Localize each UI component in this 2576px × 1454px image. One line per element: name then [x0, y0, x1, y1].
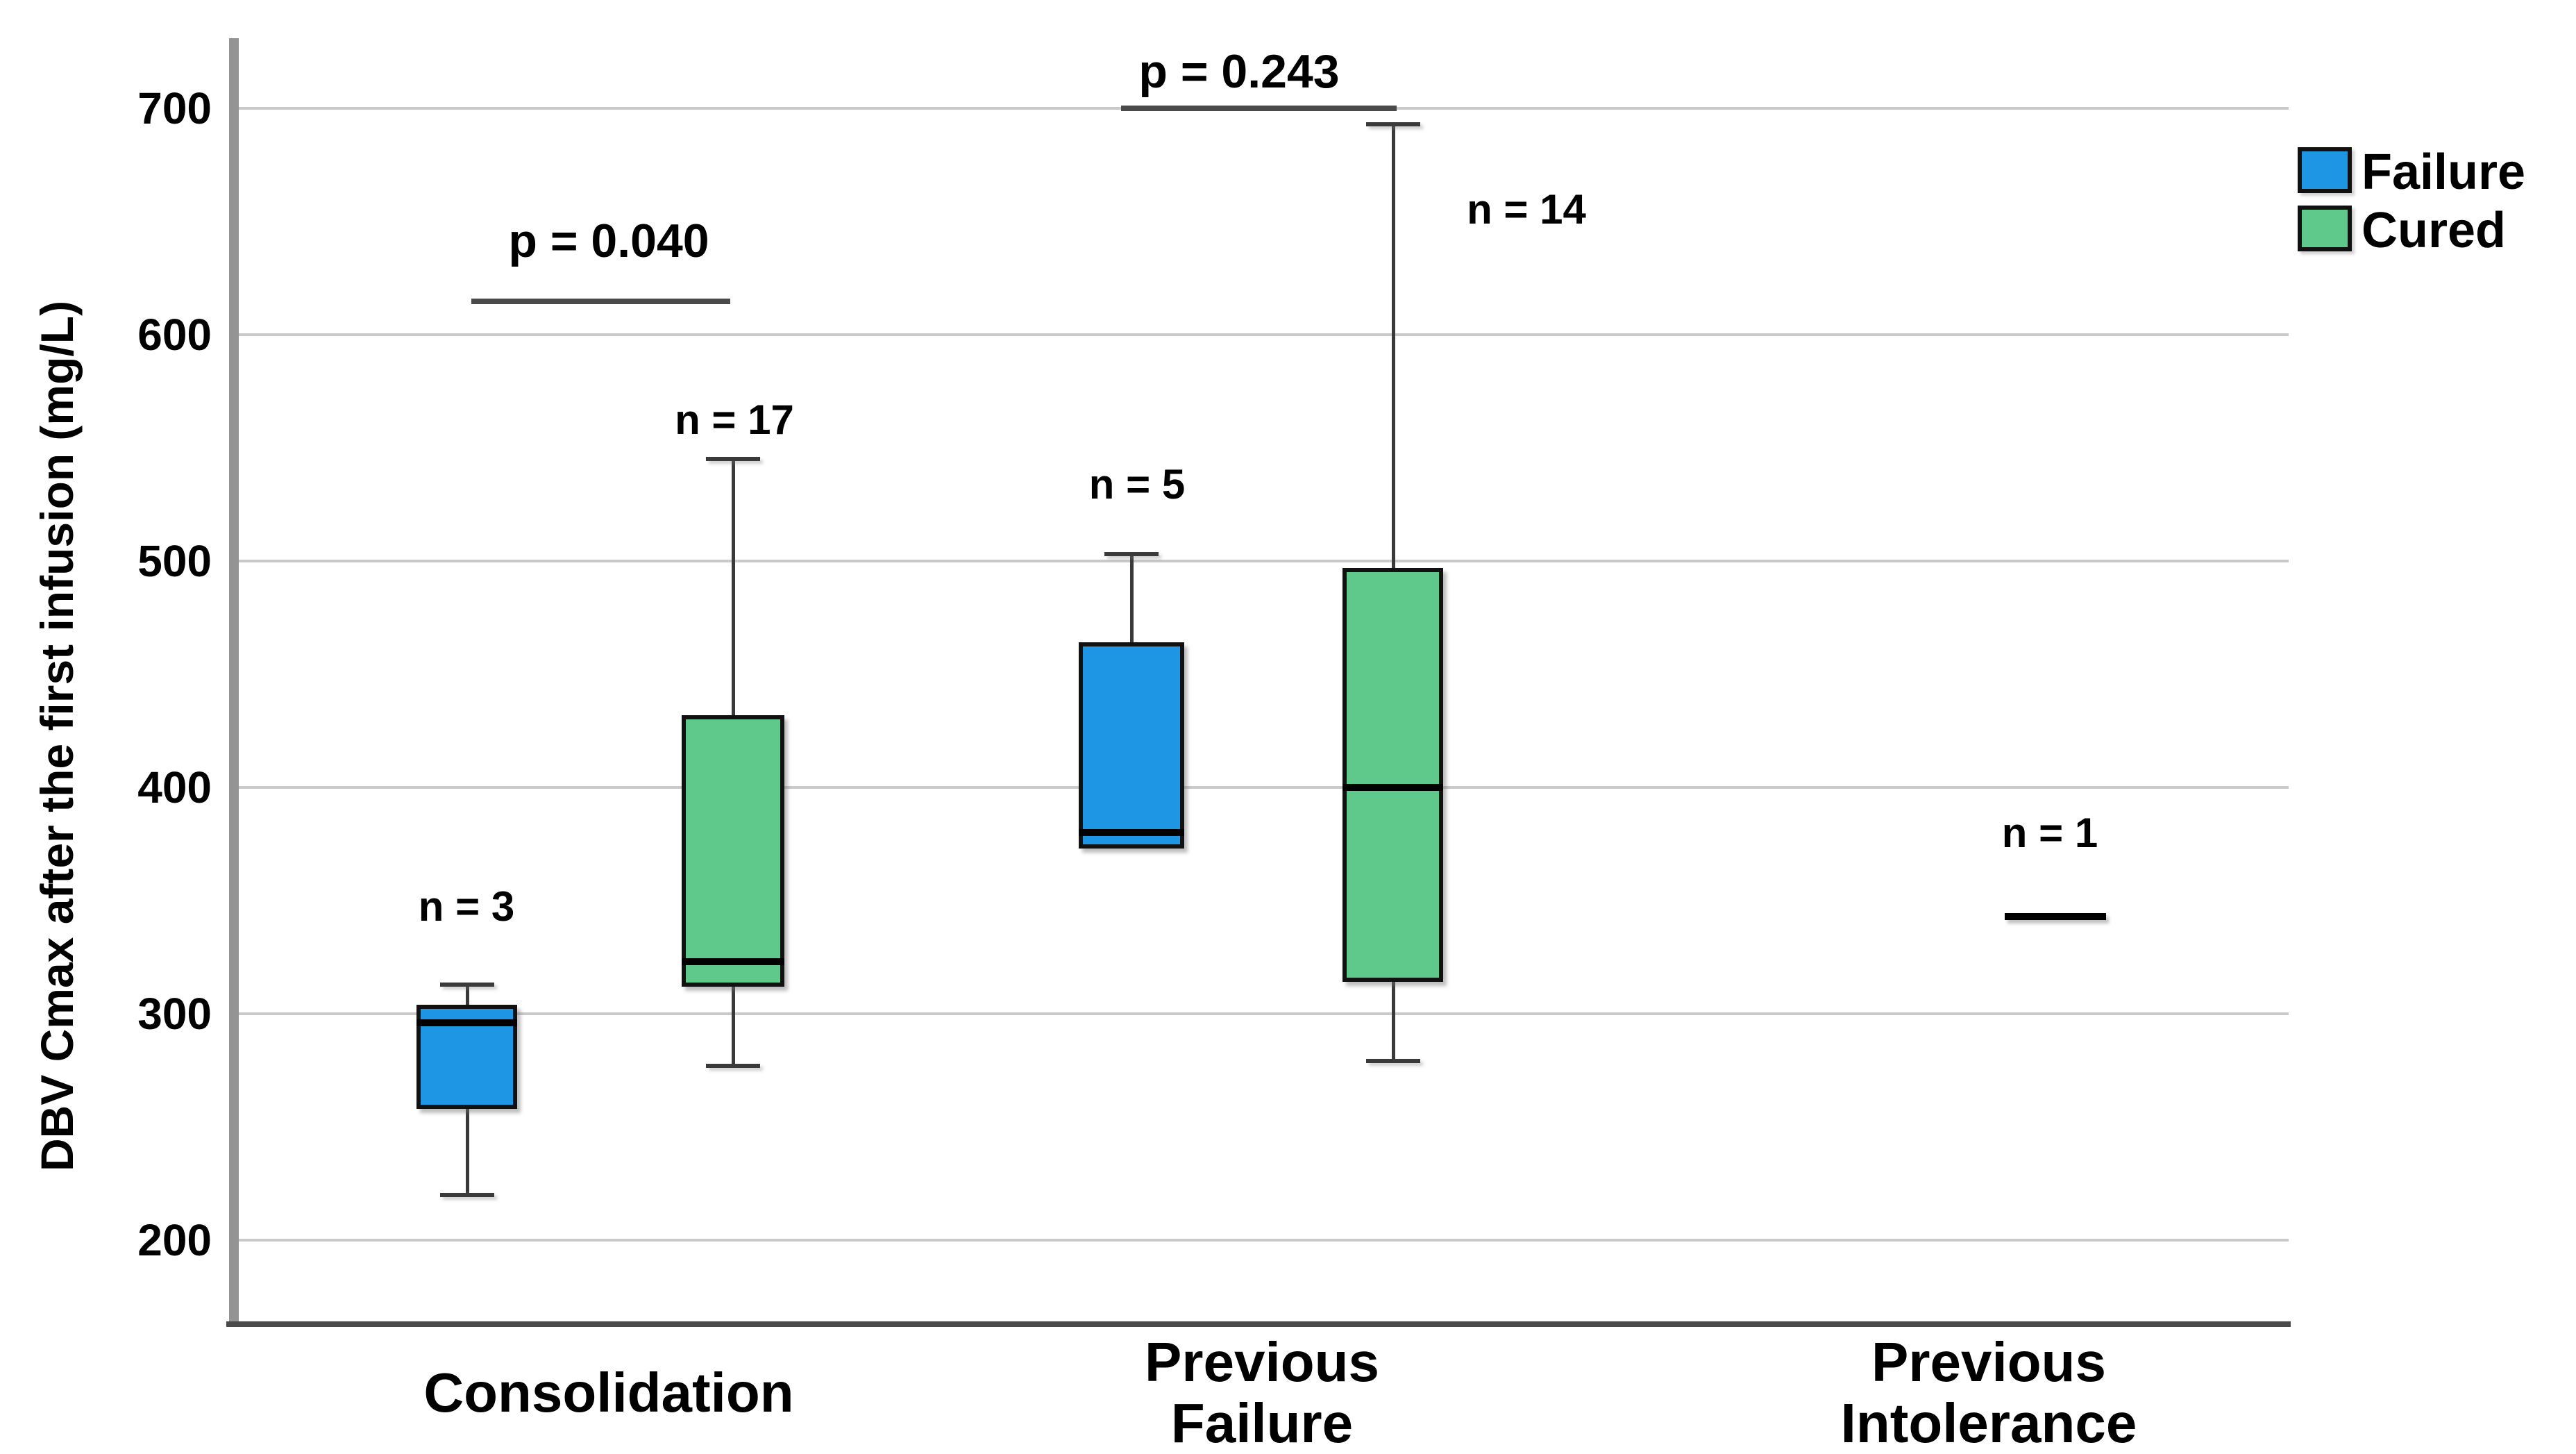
median-line-previous-intolerance-cured: [2005, 912, 2106, 920]
gridline-400: [239, 786, 2289, 789]
upper-whisker-consolidation-failure: [465, 984, 469, 1005]
legend-swatch-failure: [2298, 147, 2352, 193]
gridline-600: [239, 333, 2289, 336]
lower-whisker-consolidation-failure: [465, 1108, 469, 1195]
lower-whisker-previous-failure-cured: [1391, 982, 1395, 1062]
n-label-previous-failure-failure: n = 5: [1088, 461, 1186, 508]
x-label-consolidation-line1: Consolidation: [423, 1362, 794, 1423]
lower-whisker-cap-previous-failure-cured: [1365, 1059, 1420, 1064]
x-label-previous-intolerance-line2: Intolerance: [1840, 1392, 2137, 1454]
n-label-previous-intolerance-cured: n = 1: [2001, 810, 2098, 856]
y-tick-500: 500: [137, 536, 212, 586]
upper-whisker-cap-consolidation-failure: [439, 982, 494, 987]
upper-whisker-previous-failure-failure: [1130, 554, 1134, 643]
n-label-consolidation-cured: n = 17: [675, 396, 794, 443]
upper-whisker-cap-previous-failure-failure: [1104, 552, 1159, 557]
lower-whisker-cap-consolidation-failure: [439, 1192, 494, 1197]
median-line-previous-failure-cured: [1342, 784, 1443, 791]
median-line-previous-failure-failure: [1079, 829, 1184, 837]
box-consolidation-cured: [682, 715, 784, 987]
p-label-consolidation: p = 0.040: [508, 215, 709, 267]
legend-label-cured: Cured: [2362, 203, 2507, 258]
n-label-previous-failure-cured: n = 14: [1467, 186, 1586, 233]
x-label-previous-failure-line2: Failure: [1170, 1392, 1354, 1454]
upper-whisker-previous-failure-cured: [1391, 124, 1395, 568]
box-previous-failure-failure: [1079, 642, 1184, 849]
gridline-500: [239, 560, 2289, 562]
lower-whisker-consolidation-cured: [732, 986, 735, 1066]
gridline-300: [239, 1012, 2289, 1015]
legend-label-failure: Failure: [2362, 144, 2526, 200]
lower-whisker-cap-consolidation-cured: [706, 1063, 760, 1068]
median-line-consolidation-failure: [416, 1019, 517, 1027]
x-axis-line: [226, 1321, 2291, 1327]
y-tick-200: 200: [137, 1215, 212, 1265]
y-tick-300: 300: [137, 989, 212, 1039]
gridline-200: [239, 1239, 2289, 1242]
p-label-previous-failure: p = 0.243: [1138, 45, 1340, 98]
y-axis-line: [229, 38, 239, 1327]
y-tick-400: 400: [137, 762, 212, 812]
n-label-consolidation-failure: n = 3: [418, 883, 515, 930]
y-tick-700: 700: [137, 83, 212, 133]
legend-swatch-cured: [2298, 206, 2352, 251]
p-bracket-consolidation: [471, 299, 730, 304]
x-label-previous-failure-line1: Previous: [1145, 1331, 1379, 1393]
upper-whisker-consolidation-cured: [732, 459, 735, 715]
median-line-consolidation-cured: [682, 958, 784, 966]
p-bracket-previous-failure: [1121, 106, 1397, 111]
y-tick-600: 600: [137, 310, 212, 360]
box-previous-failure-cured: [1342, 567, 1443, 983]
x-label-previous-intolerance-line1: Previous: [1871, 1331, 2106, 1393]
upper-whisker-cap-consolidation-cured: [706, 457, 760, 462]
y-axis-title: DBV Cmax after the first infusion (mg/L): [31, 300, 83, 1172]
upper-whisker-cap-previous-failure-cured: [1365, 122, 1420, 126]
